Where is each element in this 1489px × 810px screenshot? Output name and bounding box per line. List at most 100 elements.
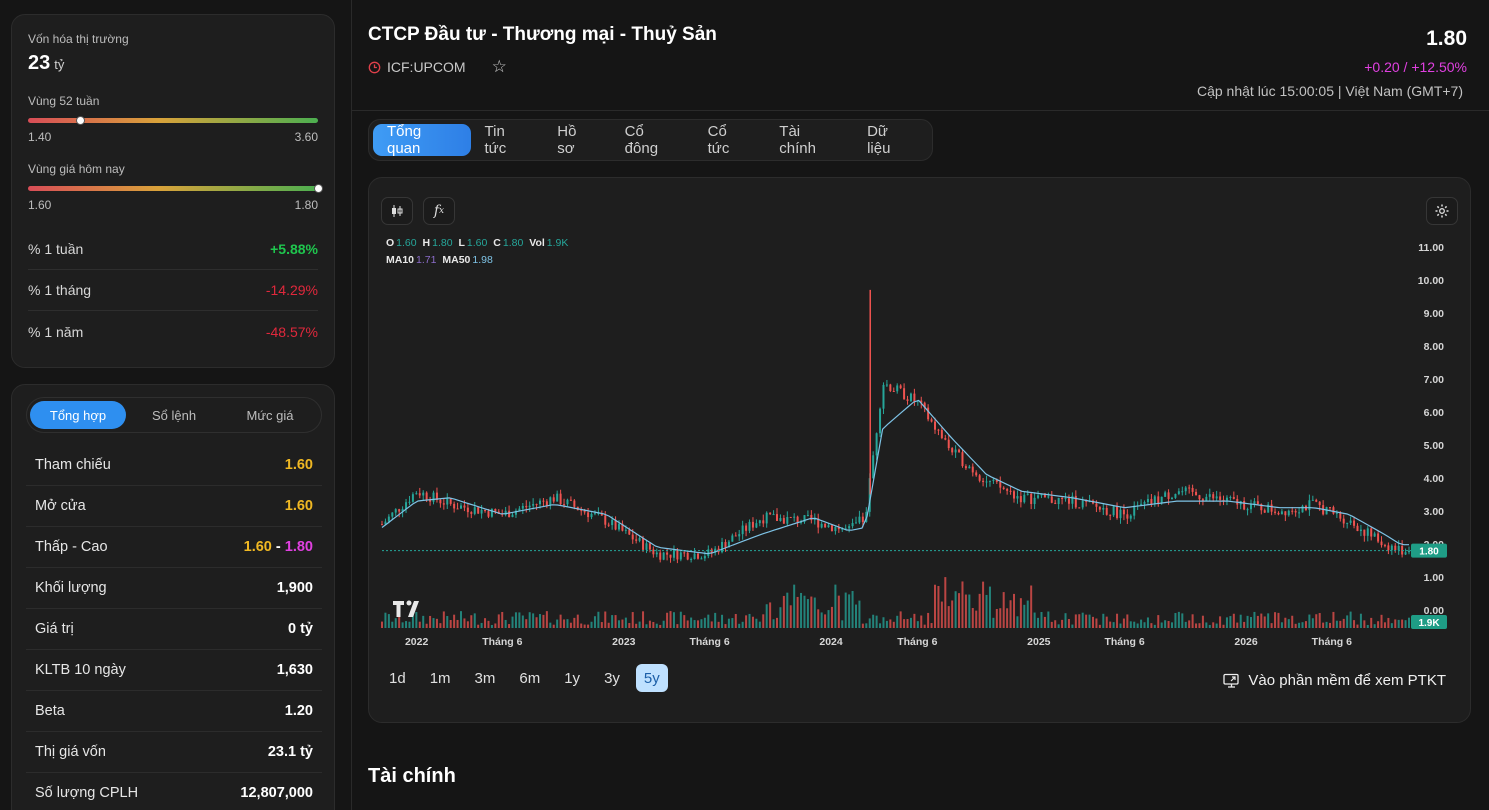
candle-body [1335, 512, 1338, 514]
candle-body [1057, 497, 1060, 505]
candle-body [855, 522, 857, 524]
range-5y[interactable]: 5y [635, 664, 668, 692]
tab-profile[interactable]: Hồ sơ [557, 123, 577, 157]
volume-bar [999, 608, 1002, 628]
range-6m[interactable]: 6m [519, 669, 541, 687]
candle-body [1325, 507, 1328, 515]
stat-row-value: Giá trị 0 tỷ [26, 609, 322, 650]
candle-body [930, 419, 933, 422]
volume-bar [490, 624, 493, 628]
volume-bar [1043, 616, 1046, 628]
candle-body [1215, 496, 1218, 499]
tab-summary[interactable]: Tổng hợp [30, 401, 126, 429]
tab-shareholders[interactable]: Cổ đông [624, 123, 659, 157]
volume-bar [1325, 621, 1328, 628]
candle-body [703, 556, 706, 559]
tab-orderbook[interactable]: Sổ lệnh [151, 407, 197, 423]
candle-body [1119, 509, 1122, 519]
open-ta-software-link[interactable]: Vào phần mềm để xem PTKT [1223, 672, 1446, 689]
candle-body [381, 524, 383, 526]
candle-body [1366, 528, 1369, 536]
range-1m[interactable]: 1m [429, 669, 451, 687]
candle-body [982, 480, 985, 483]
stat-value: 1.20 [284, 703, 313, 719]
volume-bar [1315, 614, 1318, 628]
legend-l-label: L [458, 237, 465, 249]
tab-news[interactable]: Tin tức [484, 123, 507, 157]
legend-h: 1.80 [432, 237, 453, 249]
candle-body [813, 518, 816, 521]
candle-body [635, 539, 638, 541]
volume-bar [683, 615, 686, 628]
candle-body [590, 513, 593, 518]
price-chart[interactable]: 0.001.002.003.004.005.006.007.008.009.00… [369, 178, 1472, 648]
stats-card: Tổng hợp Sổ lệnh Mức giá Tham chiếu 1.60… [11, 384, 335, 810]
stat-value: 0 tỷ [288, 621, 313, 637]
range-1d[interactable]: 1d [389, 669, 406, 687]
volume-bar [552, 624, 555, 628]
settings-gear-icon[interactable] [1426, 197, 1458, 225]
candle-body [1081, 500, 1084, 508]
candle-body [1363, 529, 1366, 536]
volume-bar [669, 611, 672, 628]
tab-price-levels[interactable]: Mức giá [246, 407, 294, 423]
column-divider [351, 0, 352, 810]
ticker-symbol: ICF:UPCOM [387, 59, 466, 75]
ohlc-legend: O 1.60 H 1.80 L 1.60 C 1.80 Vol 1.9K [386, 237, 571, 249]
star-icon[interactable]: ☆ [491, 57, 507, 76]
volume-bar [1318, 613, 1321, 628]
candle-body [971, 466, 974, 473]
range-3m[interactable]: 3m [474, 669, 496, 687]
volume-bar [717, 621, 720, 628]
volume-bar [1280, 622, 1283, 628]
volume-bar [745, 615, 748, 628]
volume-bar [861, 623, 864, 628]
external-screen-icon [1223, 673, 1240, 688]
candle-body [1023, 494, 1026, 503]
tab-financials[interactable]: Tài chính [779, 123, 816, 157]
candle-body [648, 543, 651, 550]
volume-bar [1088, 614, 1091, 628]
volume-bar [906, 618, 909, 628]
range-3y[interactable]: 3y [604, 669, 620, 687]
candle-body [432, 492, 435, 502]
volume-bar [1239, 614, 1242, 628]
stat-value: 1.60 [284, 457, 313, 473]
candle-body [830, 525, 833, 532]
volume-bar [889, 619, 892, 628]
candle-body [1229, 496, 1232, 498]
volume-bar [1013, 593, 1015, 628]
volume-bar [1026, 600, 1029, 628]
volume-bar [848, 594, 851, 628]
candle-body [947, 439, 950, 449]
tab-data[interactable]: Dữ liệu [867, 123, 891, 157]
candle-body [1380, 541, 1383, 546]
volume-bar [1212, 622, 1215, 628]
candle-body [645, 543, 648, 550]
volume-bar [535, 617, 538, 628]
legend-ma50-label: MA50 [442, 254, 471, 266]
candle-body [944, 438, 947, 440]
volume-bar [648, 620, 651, 628]
perf-row-1w: % 1 tuần +5.88% [28, 229, 318, 270]
legend-vol: 1.9K [546, 237, 569, 249]
volume-bar [518, 612, 521, 628]
range-52w-knob [75, 116, 85, 125]
candle-body [614, 519, 617, 530]
range-1y[interactable]: 1y [564, 669, 581, 687]
volume-bar [690, 617, 693, 628]
volume-bar [635, 623, 638, 628]
y-tick-label: 10.00 [1418, 275, 1444, 287]
candle-body [1356, 525, 1359, 532]
volume-bar [590, 621, 593, 628]
volume-bar [508, 624, 511, 628]
candle-body [1067, 498, 1070, 504]
tab-dividends[interactable]: Cổ tức [707, 123, 730, 157]
tab-overview[interactable]: Tổng quan [373, 123, 471, 157]
candlestick-icon[interactable] [381, 197, 413, 225]
volume-bar [1067, 619, 1070, 628]
candle-body [693, 553, 696, 560]
y-tick-label: 0.00 [1424, 605, 1445, 617]
volume-bar [559, 614, 562, 628]
